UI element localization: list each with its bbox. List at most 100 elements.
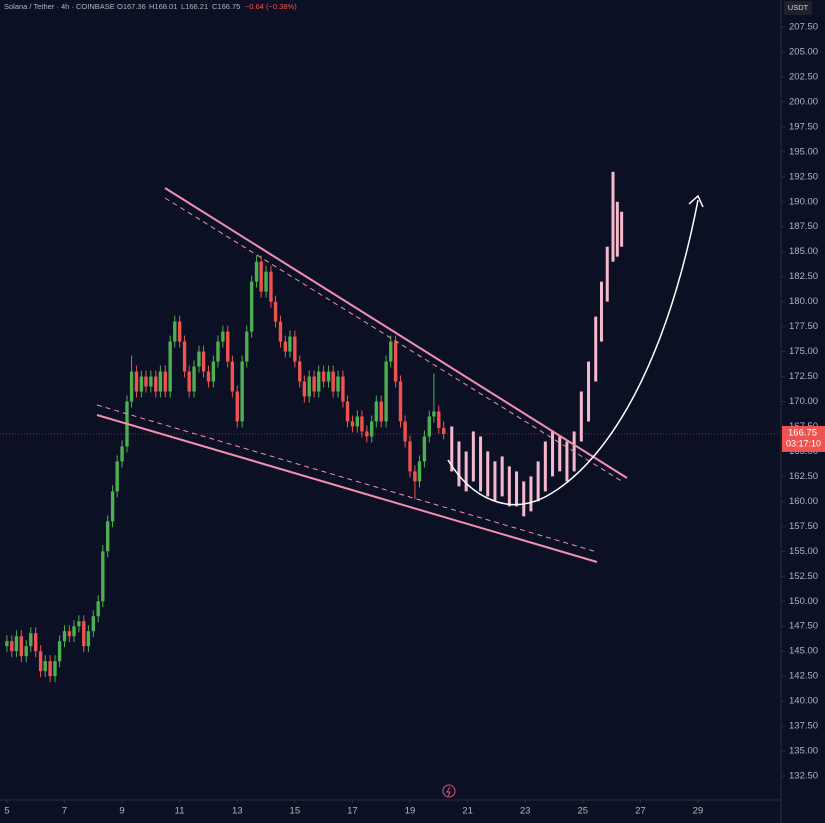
candle-body [91,616,95,632]
candle-body [413,471,417,482]
candle-body [269,271,273,302]
y-tick-label: 197.50 [789,121,818,132]
x-tick-label: 5 [4,806,9,817]
y-tick-label: 150.00 [789,596,818,607]
candle-body [34,633,38,652]
candle-body [336,376,340,392]
candle-body [259,261,263,292]
candle-body [249,281,254,332]
candle-body [158,371,163,392]
candle-body [235,391,239,422]
x-tick-label: 9 [119,806,124,817]
y-tick-label: 145.00 [789,646,818,657]
y-tick-label: 135.00 [789,746,818,757]
candle-body [173,321,177,342]
candle-body [398,381,403,422]
projection-bar [579,391,583,442]
y-tick-label: 182.50 [789,271,818,282]
candle-body [240,361,244,422]
candle-body [154,376,158,392]
replay-icon[interactable] [442,784,456,798]
candle-body [139,376,144,392]
countdown: 03:17:10 [786,438,821,448]
currency-box [784,1,812,15]
ohlc-high: H168.01 [149,2,177,11]
candle-body [53,661,57,677]
candle-body [115,461,119,492]
last-price-tag [782,425,825,452]
candle-body [293,336,297,362]
header: Solana / Tether · 4h · COINBASE O167.36 … [4,2,297,11]
candle-body [437,411,441,428]
projection-bar [515,471,519,507]
candle-body [149,376,153,387]
projection-bar [615,201,619,257]
projection-bar [605,246,609,302]
lower-trendline-dashed [96,404,598,553]
y-tick-label: 160.00 [789,496,818,507]
x-tick-label: 17 [347,806,358,817]
candle-body [302,381,307,397]
candle-body [211,361,216,382]
icon-circle[interactable] [442,784,456,798]
candle-body [360,416,364,432]
y-tick-label: 142.50 [789,671,818,682]
projection-bar [479,436,483,492]
y-tick-label: 162.50 [789,471,818,482]
candle-body [101,551,105,602]
candle-body [350,421,355,427]
candle-body [393,341,398,382]
x-tick-label: 19 [405,806,416,817]
candle-body [38,651,43,672]
y-tick-label: 140.00 [789,696,818,707]
arrow-head [688,194,704,208]
candle-body [307,376,311,397]
candle-body [230,361,235,392]
candle-body [192,366,196,392]
candle-body [254,261,259,282]
x-tick-label: 27 [635,806,646,817]
projection-bar [464,451,468,492]
y-tick-label: 180.00 [789,296,818,307]
candle-body [48,661,52,677]
projection-bar [500,456,504,497]
projection-bar [507,466,511,507]
candle-body [129,371,134,402]
candle-body [370,421,374,437]
ohlc-change: −0.64 (−0.38%) [245,2,297,11]
candle-body [298,361,302,382]
y-tick-label: 200.00 [789,96,818,107]
projection-bar [551,431,555,477]
projection-bar [522,481,526,517]
projection-bar [529,476,533,512]
y-tick-label: 137.50 [789,721,818,732]
x-tick-label: 11 [175,806,185,817]
candle-body [19,636,24,657]
lower-trendline [96,414,598,563]
candle-body [273,301,278,322]
candle-body [355,416,360,427]
candle-body [221,331,225,342]
candle-body [86,631,91,647]
candle-body [197,351,201,367]
projection-bar [587,361,591,422]
ohlc-open: O167.36 [117,2,146,11]
ohlc-close: C166.75 [212,2,240,11]
candle-body [144,376,148,387]
candle-body [77,621,81,627]
y-tick-label: 172.50 [789,371,818,382]
candle-body [312,376,316,392]
y-tick-label: 195.00 [789,146,818,157]
candle-body [43,661,47,672]
candle-body [110,491,115,522]
y-tick-label: 185.00 [789,246,818,257]
candle-body [283,341,288,352]
y-tick-label: 170.00 [789,396,818,407]
y-tick-label: 187.50 [789,221,818,232]
candle-body [278,321,283,342]
projection-bar [565,441,569,482]
x-tick-label: 23 [520,806,531,817]
candle-body [177,321,182,342]
